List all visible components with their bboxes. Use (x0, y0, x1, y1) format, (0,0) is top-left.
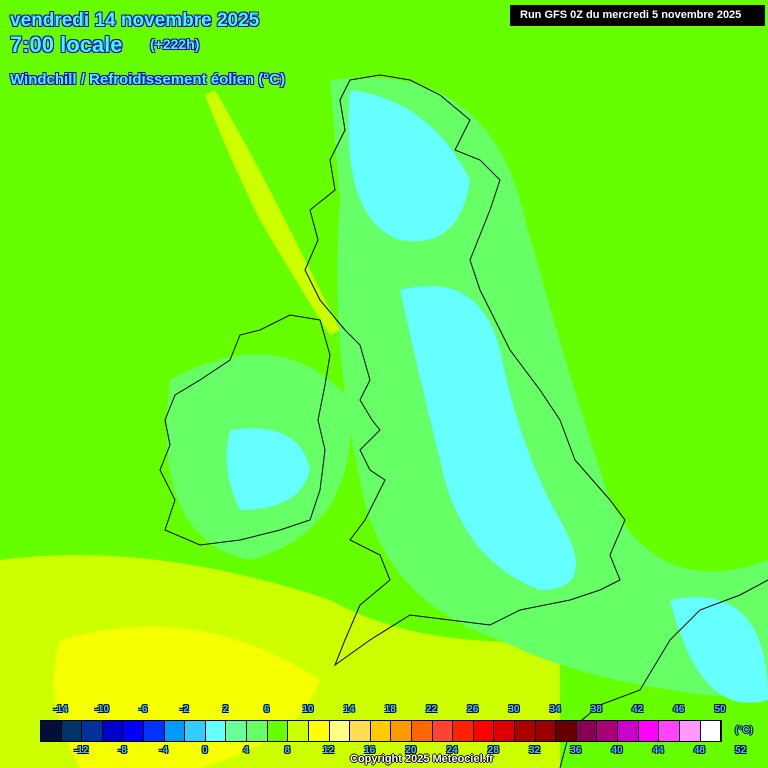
forecast-date: vendredi 14 novembre 2025 (10, 10, 260, 31)
scale-label-bottom: 40 (611, 745, 623, 756)
scale-label-top: 38 (590, 704, 602, 715)
scale-label-bottom: -12 (73, 745, 89, 756)
color-swatch (659, 721, 680, 741)
scale-label-bottom: 52 (735, 745, 747, 756)
scale-label-bottom: 4 (243, 745, 249, 756)
scale-label-top: 46 (673, 704, 685, 715)
color-swatch (61, 721, 83, 741)
color-swatch (350, 721, 371, 741)
model-run-label: Run GFS 0Z du mercredi 5 novembre 2025 (510, 5, 765, 26)
scale-label-bottom: -4 (159, 745, 169, 756)
scale-label-top: 34 (549, 704, 561, 715)
color-swatch (453, 721, 474, 741)
color-swatch (432, 721, 454, 741)
scale-label-bottom: 12 (322, 745, 335, 756)
scale-label-top: -10 (94, 704, 110, 715)
color-swatch (205, 721, 227, 741)
scale-label-top: 14 (343, 704, 355, 715)
color-swatch (247, 721, 268, 741)
color-swatch (535, 721, 557, 741)
scale-label-bottom: 36 (570, 745, 582, 756)
scale-label-top: 10 (302, 704, 314, 715)
unit-label: (°C) (735, 725, 753, 736)
color-swatch (411, 721, 433, 741)
scale-label-bottom: 8 (284, 745, 291, 756)
copyright: Copyright 2025 Meteociel.fr (350, 753, 494, 765)
color-swatch (41, 721, 62, 741)
scale-label-top: -2 (179, 704, 189, 715)
color-swatch (576, 721, 598, 741)
color-swatch (102, 721, 124, 741)
scale-label-top: 6 (263, 704, 270, 715)
color-swatch (144, 721, 165, 741)
scale-label-top: 18 (384, 704, 396, 715)
scale-label-bottom: 0 (202, 745, 208, 756)
scale-label-bottom: 28 (487, 745, 499, 756)
color-swatch (391, 721, 412, 741)
color-swatch (329, 721, 351, 741)
color-swatch (308, 721, 330, 741)
coast-ireland (159, 314, 331, 546)
scale-label-top: 30 (508, 704, 520, 715)
scale-label-top: 22 (425, 704, 438, 715)
forecast-time: 7:00 locale (10, 32, 123, 57)
scale-label-top: -14 (53, 704, 68, 715)
color-swatch (597, 721, 619, 741)
scale-label-bottom: 16 (364, 745, 376, 756)
cold-zone-england (400, 286, 576, 590)
coast-great-britain (304, 74, 626, 667)
forecast-lead-time: (+222h) (150, 36, 200, 52)
parameter-title: Windchill / Refroidissement éolien (°C) (10, 71, 286, 88)
scale-label-top: 2 (222, 704, 229, 715)
scale-label-bottom: 44 (652, 745, 664, 756)
cold-zone-east (670, 597, 768, 703)
color-swatch (226, 721, 248, 741)
warm-strip-northwest (205, 90, 340, 335)
scale-label-top: -6 (138, 704, 148, 715)
scale-label-top: 26 (467, 704, 479, 715)
color-swatch (618, 721, 639, 741)
color-swatch (82, 721, 103, 741)
color-swatch (267, 721, 289, 741)
color-swatch (164, 721, 186, 741)
cold-zone-ireland (226, 428, 310, 510)
color-swatch (700, 721, 722, 741)
scale-label-bottom: -8 (117, 745, 127, 756)
cold-zone-scotland (348, 90, 470, 242)
scale-label-bottom: 24 (446, 745, 458, 756)
color-swatch (638, 721, 660, 741)
color-swatch (123, 721, 145, 741)
color-swatch (370, 721, 392, 741)
color-scale-bar (40, 720, 722, 742)
color-swatch (288, 721, 309, 741)
color-swatch (494, 721, 516, 741)
scale-label-top: 42 (632, 704, 644, 715)
scale-label-bottom: 48 (693, 745, 705, 756)
scale-label-top: 50 (714, 704, 726, 715)
color-swatch (185, 721, 206, 741)
scale-label-bottom: 20 (405, 745, 417, 756)
color-swatch (556, 721, 577, 741)
color-swatch (515, 721, 536, 741)
color-swatch (473, 721, 495, 741)
color-swatch (679, 721, 701, 741)
scale-label-bottom: 32 (528, 745, 541, 756)
